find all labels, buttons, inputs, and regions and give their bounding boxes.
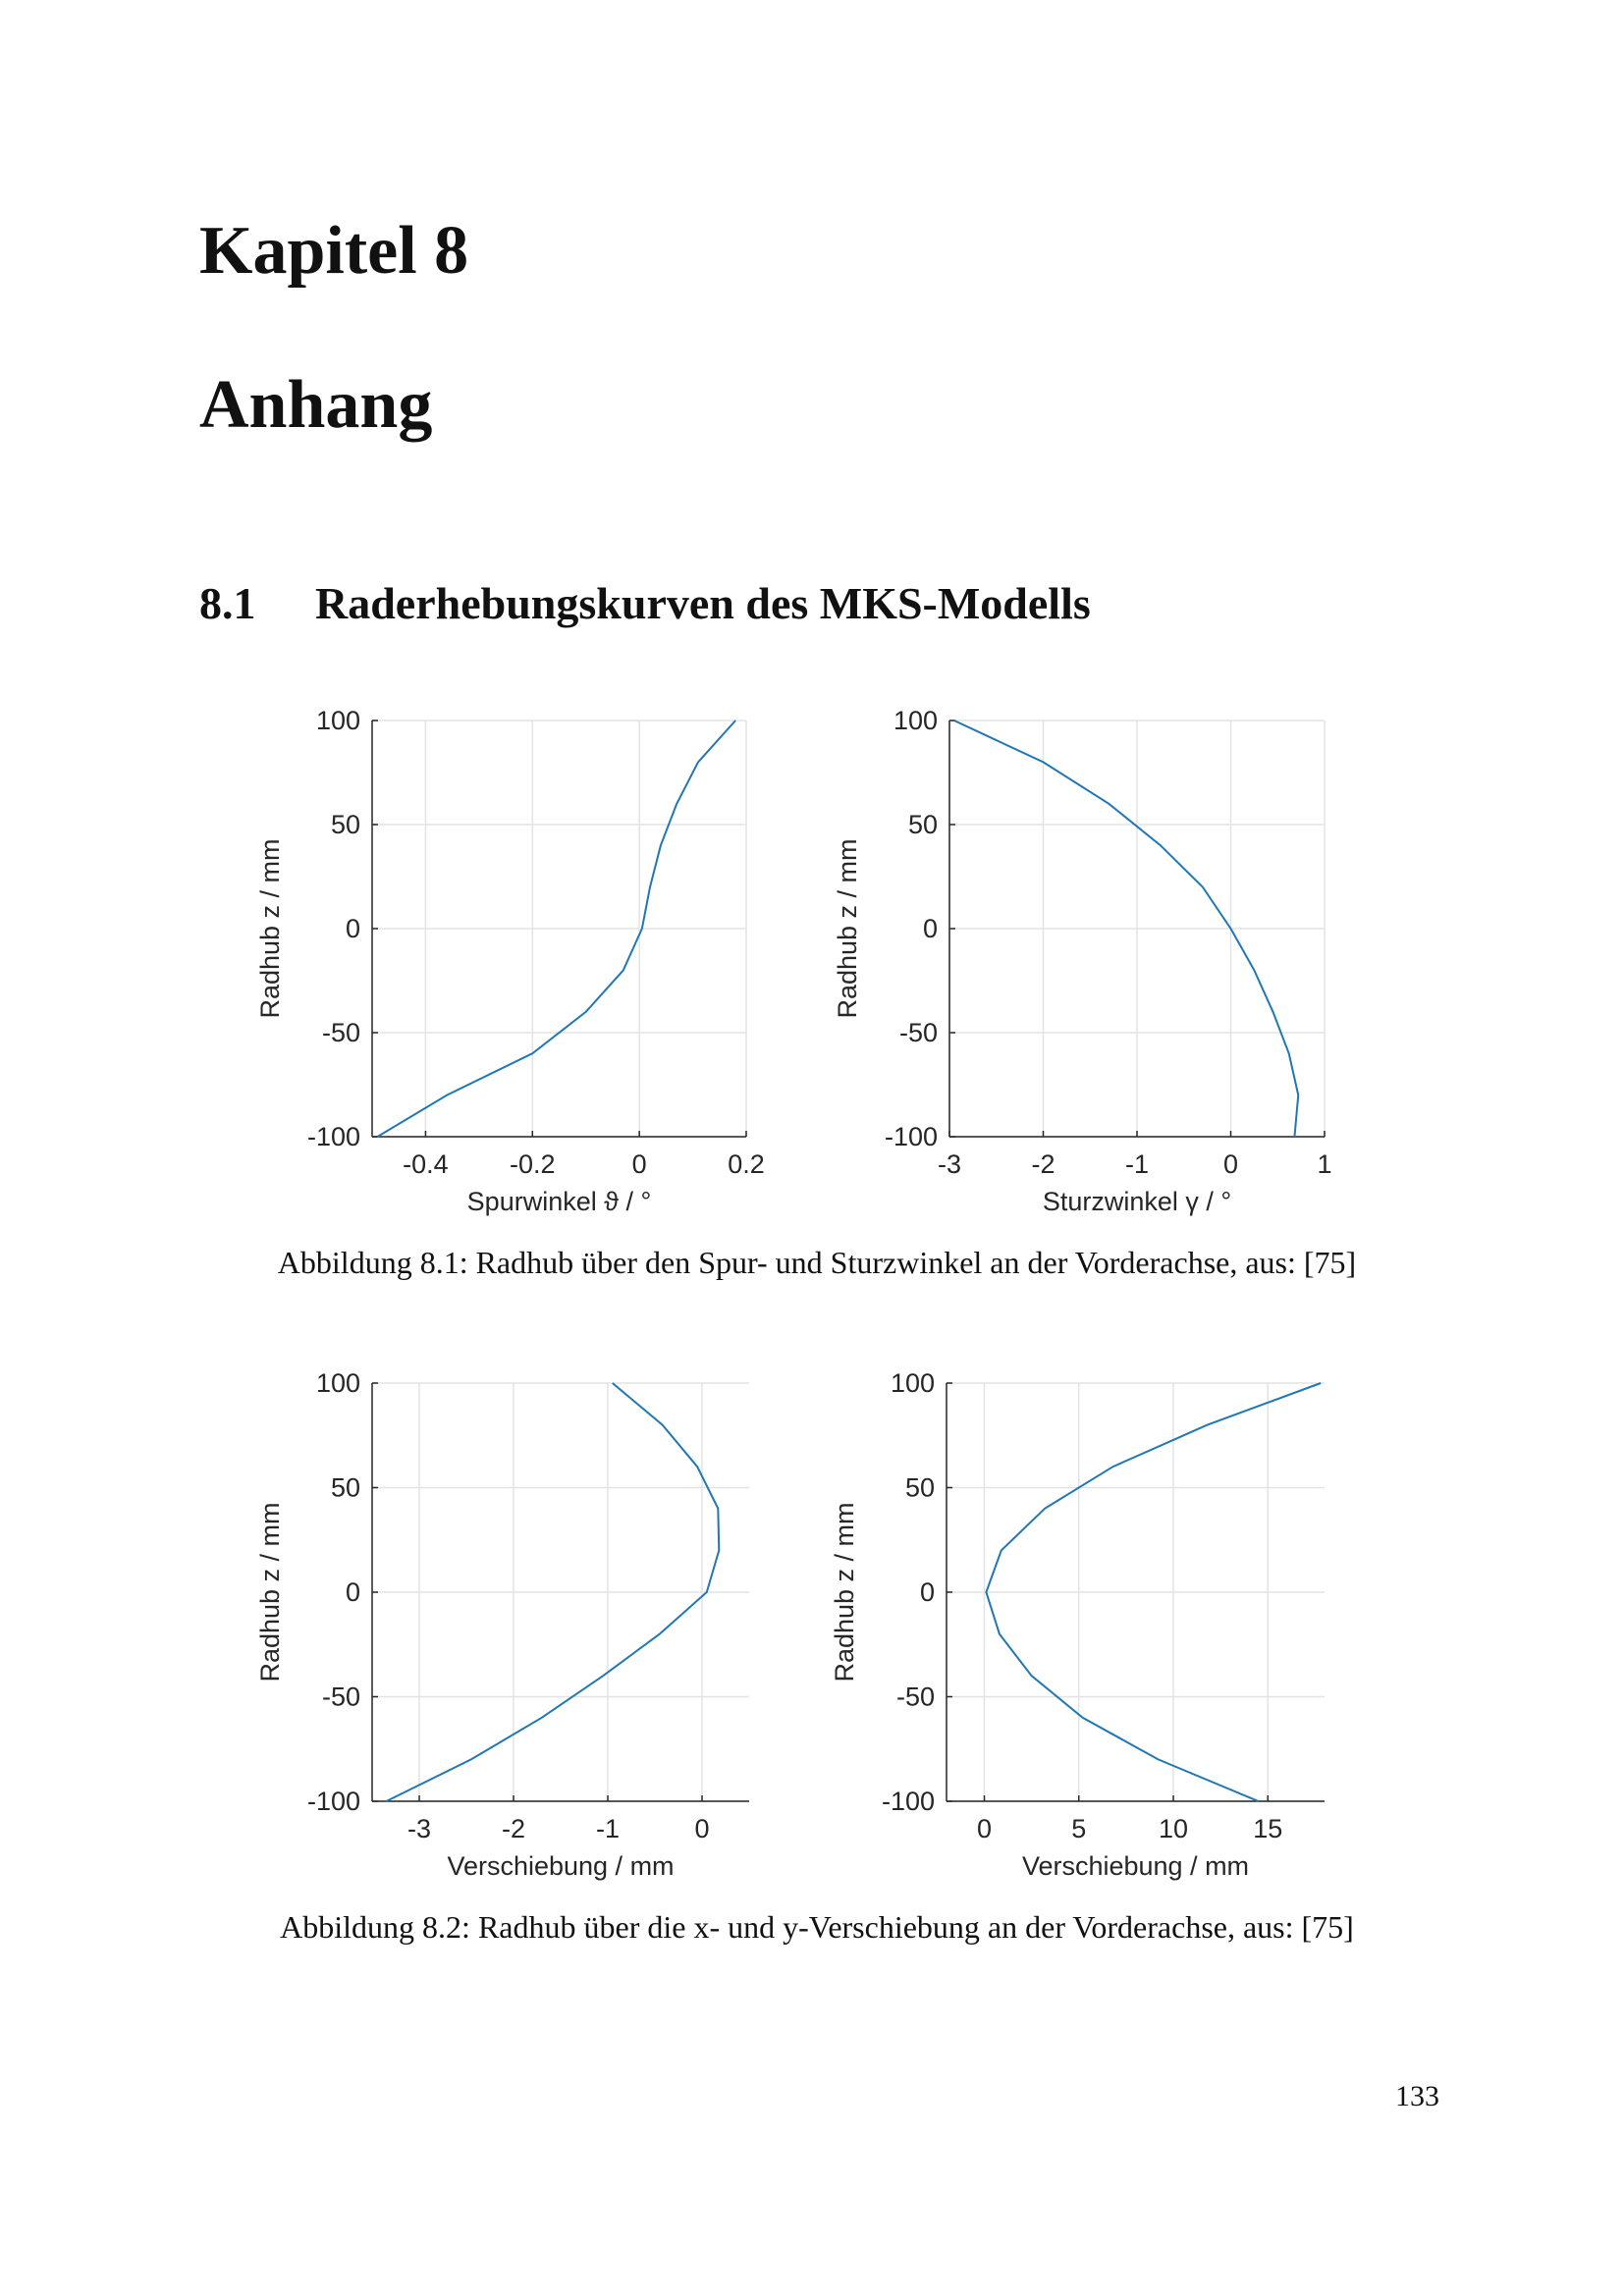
y-tick-label: 0 [920, 1577, 935, 1607]
y-tick-label: 0 [923, 914, 938, 943]
curve [985, 1382, 1322, 1802]
curve [385, 1382, 721, 1802]
y-tick-label: 50 [331, 810, 360, 839]
x-tick-label: -0.4 [403, 1149, 449, 1179]
section-number: 8.1 [199, 578, 256, 628]
x-tick-label: 5 [1071, 1814, 1086, 1843]
y-tick-label: -50 [896, 1682, 935, 1712]
x-axis-label: Spurwinkel ϑ / ° [467, 1187, 652, 1216]
x-tick-label: -2 [1031, 1149, 1055, 1179]
x-tick-label: -0.2 [510, 1149, 556, 1179]
y-tick-label: 0 [346, 1577, 360, 1607]
x-axis-label: Verschiebung / mm [447, 1851, 674, 1881]
x-tick-label: 10 [1159, 1814, 1188, 1843]
chapter-title: Anhang [199, 367, 432, 443]
y-tick-label: 100 [891, 1368, 935, 1398]
y-tick-label: -50 [322, 1682, 360, 1712]
y-tick-label: 100 [316, 706, 360, 735]
x-tick-label: 0.2 [728, 1149, 765, 1179]
y-tick-label: -100 [882, 1787, 935, 1816]
y-tick-label: 50 [908, 810, 938, 839]
x-tick-label: 1 [1317, 1149, 1331, 1179]
y-tick-label: 100 [316, 1368, 360, 1398]
curve [953, 720, 1300, 1138]
y-tick-label: 100 [893, 706, 938, 735]
page-number: 133 [1395, 2080, 1439, 2112]
x-tick-label: -1 [1125, 1149, 1149, 1179]
section-title: Raderhebungskurven des MKS-Modells [315, 578, 1091, 628]
y-axis-label: Radhub z / mm [830, 1502, 859, 1682]
y-axis-label: Radhub z / mm [255, 1502, 285, 1682]
x-tick-label: -3 [938, 1149, 961, 1179]
y-axis-label: Radhub z / mm [833, 838, 862, 1018]
y-tick-label: -50 [899, 1018, 938, 1047]
x-tick-label: -2 [502, 1814, 525, 1843]
x-tick-label: 15 [1253, 1814, 1282, 1843]
figure-caption: Abbildung 8.2: Radhub über die x- und y-… [280, 1909, 1354, 1945]
y-tick-label: 50 [905, 1473, 935, 1503]
x-axis-label: Verschiebung / mm [1022, 1851, 1249, 1881]
x-tick-label: 0 [1223, 1149, 1238, 1179]
x-axis-label: Sturzwinkel γ / ° [1043, 1187, 1231, 1216]
y-tick-label: -50 [322, 1018, 360, 1047]
y-axis-label: Radhub z / mm [255, 838, 285, 1018]
x-tick-label: -3 [407, 1814, 431, 1843]
figure-caption: Abbildung 8.1: Radhub über den Spur- und… [278, 1245, 1356, 1280]
x-tick-label: -1 [596, 1814, 620, 1843]
x-tick-label: 0 [632, 1149, 647, 1179]
y-tick-label: -100 [307, 1787, 360, 1816]
chapter-label: Kapitel 8 [199, 213, 468, 289]
x-tick-label: 0 [694, 1814, 709, 1843]
curve [376, 720, 736, 1138]
y-tick-label: -100 [307, 1122, 360, 1151]
x-tick-label: 0 [977, 1814, 992, 1843]
y-tick-label: 50 [331, 1473, 360, 1503]
y-tick-label: 0 [346, 914, 360, 943]
y-tick-label: -100 [885, 1122, 938, 1151]
